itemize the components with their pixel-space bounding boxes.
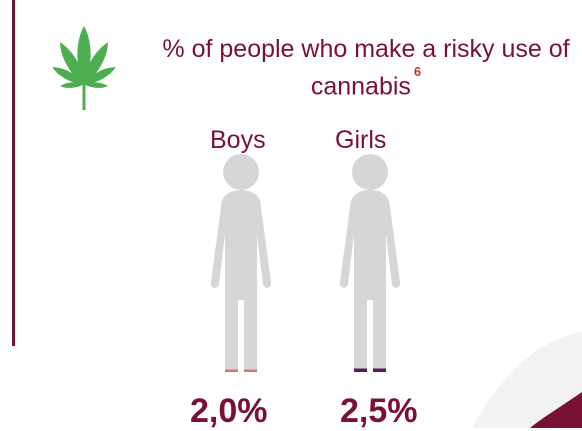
person-figure-boys xyxy=(210,154,272,372)
value-fill-girls xyxy=(339,368,401,372)
figure-body-girls xyxy=(339,190,401,372)
category-label-boys: Boys xyxy=(210,126,266,154)
chart-title: % of people who make a risky use of cann… xyxy=(150,34,582,102)
footnote-ref: 6 xyxy=(413,64,422,79)
value-fill-boys xyxy=(210,369,272,372)
left-border-rule xyxy=(12,0,15,346)
chart-title-text: % of people who make a risky use of cann… xyxy=(162,35,570,101)
value-label-boys: 2,0% xyxy=(190,392,268,430)
decorative-wave xyxy=(472,332,582,428)
figure-head-boys xyxy=(223,154,259,190)
category-label-girls: Girls xyxy=(335,126,387,154)
figure-head-girls xyxy=(352,154,388,190)
figure-body-boys xyxy=(210,190,272,372)
value-label-girls: 2,5% xyxy=(340,392,418,430)
person-figure-girls xyxy=(339,154,401,372)
cannabis-leaf-icon xyxy=(52,26,116,110)
